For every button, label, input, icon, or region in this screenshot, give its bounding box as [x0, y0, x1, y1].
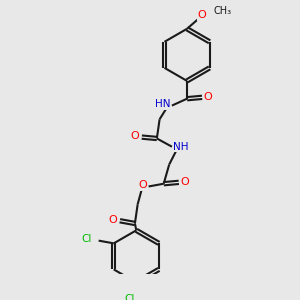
Text: CH₃: CH₃ — [213, 6, 231, 16]
Text: O: O — [203, 92, 212, 102]
Text: O: O — [138, 180, 147, 190]
Text: O: O — [180, 177, 189, 187]
Text: O: O — [197, 10, 206, 20]
Text: Cl: Cl — [81, 234, 92, 244]
Text: O: O — [109, 215, 117, 225]
Text: NH: NH — [173, 142, 189, 152]
Text: Cl: Cl — [124, 294, 135, 300]
Text: O: O — [130, 131, 139, 141]
Text: HN: HN — [155, 99, 171, 109]
